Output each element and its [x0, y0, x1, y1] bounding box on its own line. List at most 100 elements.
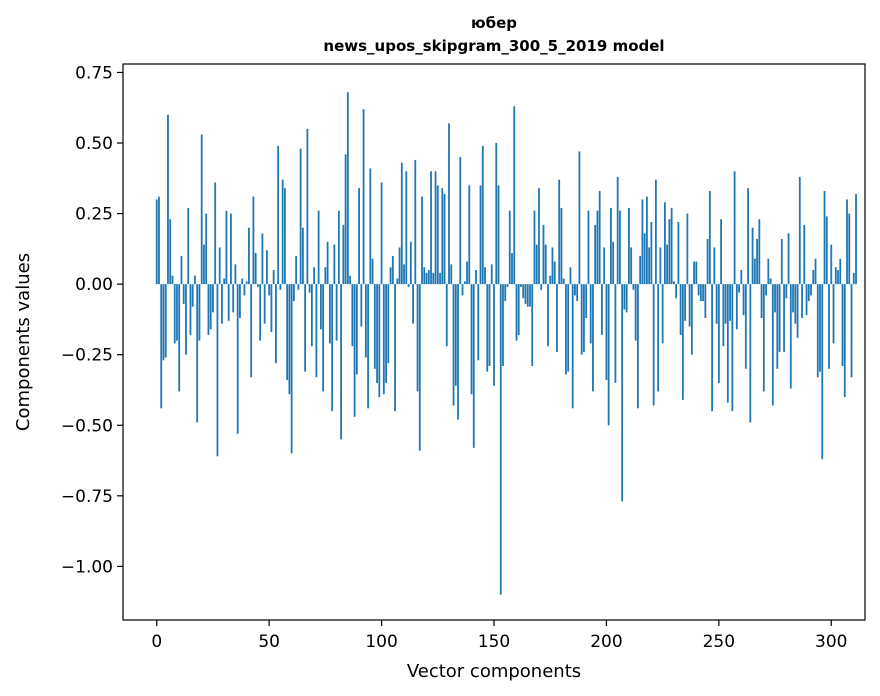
bar-75: [324, 267, 327, 285]
bar-20: [200, 134, 203, 285]
bar-175: [549, 275, 552, 285]
bar-247: [711, 284, 713, 412]
bar-159: [513, 106, 516, 285]
bar-203: [612, 241, 615, 285]
bar-298: [825, 216, 828, 285]
bar-264: [749, 284, 752, 423]
bar-122: [430, 171, 432, 285]
bar-91: [360, 284, 363, 327]
y-tick-label: 0.25: [75, 205, 113, 225]
bar-152: [497, 185, 500, 285]
bar-85: [346, 92, 349, 285]
bar-77: [328, 284, 331, 344]
bar-293: [814, 258, 817, 285]
bar-71: [315, 284, 318, 378]
bar-131: [450, 264, 453, 285]
y-tick-label: −1.00: [61, 557, 113, 577]
bar-272: [767, 258, 770, 285]
bar-112: [407, 284, 410, 287]
bar-281: [787, 233, 790, 285]
bar-256: [731, 284, 734, 412]
bar-135: [459, 157, 462, 285]
bar-66: [304, 284, 307, 372]
bar-21: [203, 244, 205, 285]
bar-134: [457, 284, 459, 420]
bar-196: [596, 210, 599, 285]
bar-204: [614, 284, 617, 383]
x-axis-label: Vector components: [407, 661, 581, 682]
bar-261: [742, 284, 745, 316]
bar-58: [286, 284, 289, 381]
bar-15: [189, 284, 192, 335]
bar-41: [248, 227, 250, 285]
x-tick-label: 250: [703, 632, 735, 652]
bar-165: [526, 284, 529, 307]
bar-59: [288, 284, 291, 395]
bar-192: [587, 210, 590, 285]
bar-113: [409, 241, 412, 285]
bar-224: [659, 247, 662, 285]
bar-1: [158, 196, 160, 285]
bar-173: [544, 244, 547, 285]
bars-group: [155, 92, 857, 595]
bar-32: [227, 284, 230, 321]
bar-78: [331, 284, 334, 412]
bar-236: [686, 213, 689, 285]
bar-297: [823, 191, 826, 285]
x-tick-label: 150: [478, 632, 510, 652]
bar-98: [376, 284, 378, 383]
bar-40: [245, 281, 248, 285]
bar-190: [583, 284, 585, 352]
bar-163: [522, 284, 525, 299]
bar-52: [272, 270, 275, 285]
bar-194: [592, 284, 594, 392]
bar-115: [414, 159, 417, 285]
bar-114: [412, 284, 414, 324]
bar-211: [630, 247, 633, 285]
bar-161: [517, 284, 520, 335]
bar-187: [576, 284, 579, 302]
bar-110: [403, 264, 405, 285]
bar-180: [560, 207, 563, 285]
bar-195: [594, 224, 597, 285]
bar-183: [567, 284, 570, 372]
bar-212: [632, 284, 635, 290]
bar-55: [279, 284, 282, 290]
bar-9: [176, 284, 178, 341]
bar-56: [281, 179, 284, 285]
bar-237: [688, 284, 691, 327]
bar-101: [382, 284, 385, 395]
bar-294: [816, 284, 819, 378]
bar-191: [585, 284, 588, 319]
bar-158: [511, 253, 513, 285]
bar-226: [663, 202, 666, 285]
bar-19: [198, 284, 201, 341]
bar-243: [702, 284, 705, 302]
bar-266: [753, 258, 756, 285]
bar-74: [322, 284, 325, 392]
bar-38: [241, 278, 244, 285]
bar-76: [326, 241, 329, 285]
bar-220: [650, 222, 653, 285]
bar-61: [292, 284, 295, 302]
bar-97: [373, 284, 376, 369]
bar-288: [803, 224, 806, 285]
bar-54: [277, 145, 280, 285]
bar-279: [783, 284, 785, 352]
bar-93: [364, 284, 367, 358]
y-axis-ticks: −1.00 −0.75 −0.50 −0.25 0.00 0.25 0.50 0.75: [61, 63, 123, 577]
y-tick-label: 0.50: [75, 134, 113, 154]
bar-171: [540, 284, 543, 290]
bar-242: [699, 284, 702, 302]
bar-45: [257, 284, 259, 287]
bar-311: [855, 193, 857, 285]
bar-233: [679, 284, 682, 335]
bar-182: [565, 284, 567, 375]
bar-188: [578, 151, 581, 285]
bar-120: [425, 272, 428, 285]
bar-109: [400, 162, 403, 285]
bar-200: [605, 284, 608, 381]
bar-124: [434, 171, 437, 285]
bar-16: [191, 284, 194, 307]
